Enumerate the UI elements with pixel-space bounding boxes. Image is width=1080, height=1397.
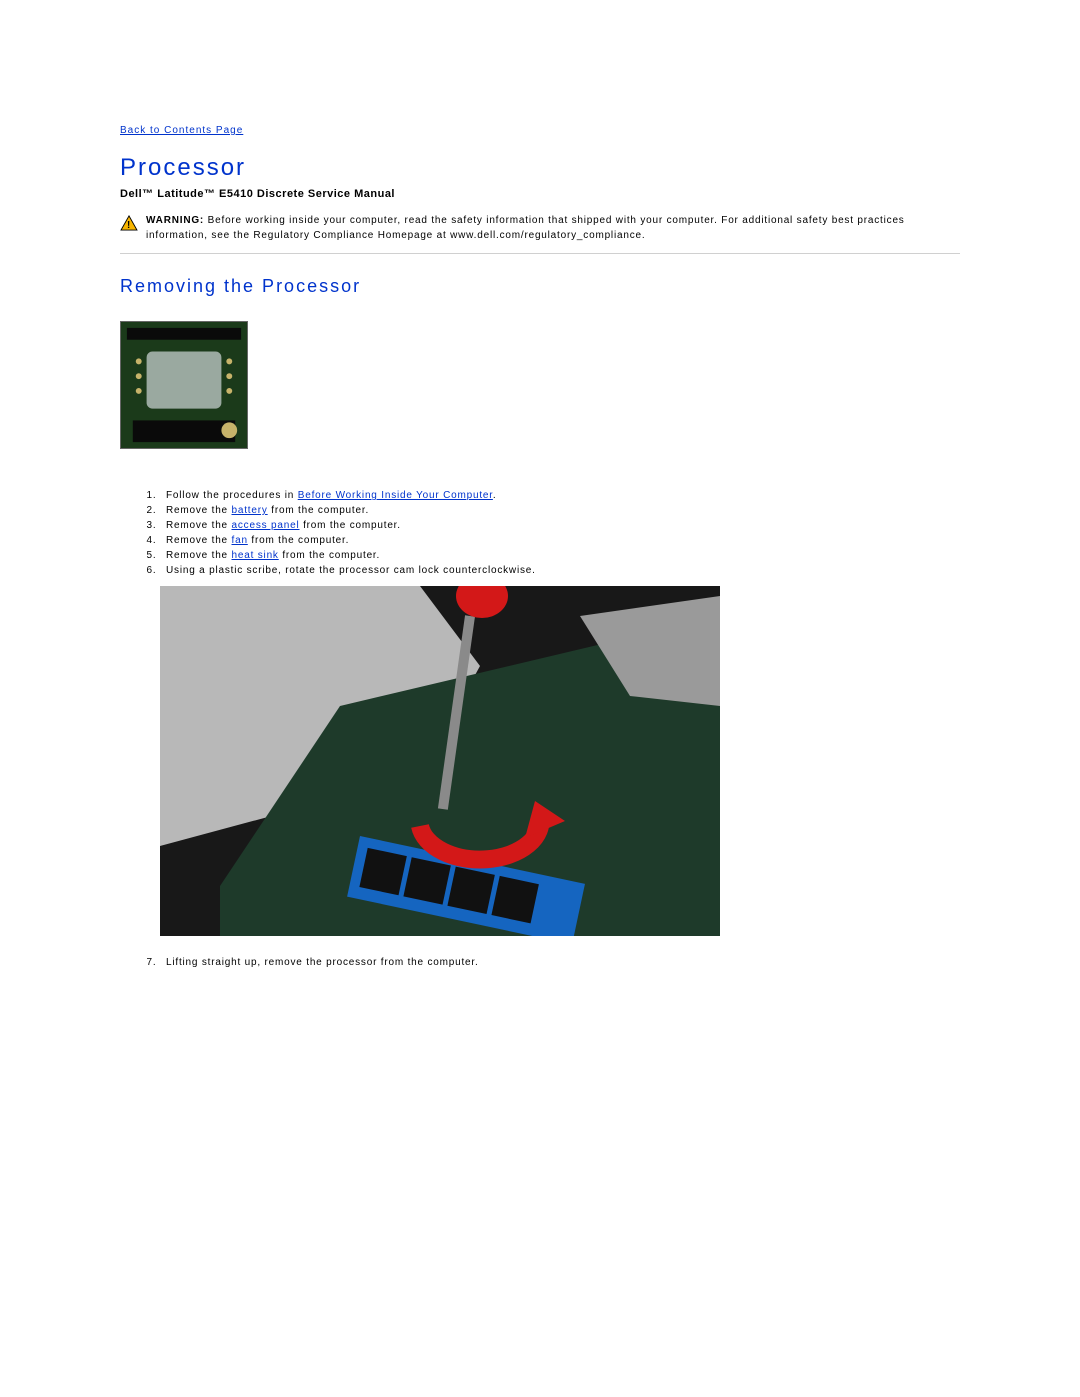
back-to-contents-link[interactable]: Back to Contents Page xyxy=(120,125,243,136)
before-working-link[interactable]: Before Working Inside Your Computer xyxy=(298,490,493,501)
section-title: Removing the Processor xyxy=(120,276,960,297)
warning-text: WARNING: Before working inside your comp… xyxy=(146,214,960,243)
step-3: Remove the access panel from the compute… xyxy=(160,519,960,533)
step-6: Using a plastic scribe, rotate the proce… xyxy=(160,564,960,578)
step-text: Remove the xyxy=(166,520,232,531)
battery-link[interactable]: battery xyxy=(232,505,268,516)
procedure-steps: Follow the procedures in Before Working … xyxy=(160,489,960,578)
step-2: Remove the battery from the computer. xyxy=(160,504,960,518)
step-text: Remove the xyxy=(166,550,232,561)
procedure-steps-cont: Lifting straight up, remove the processo… xyxy=(160,956,960,970)
step-text: . xyxy=(493,490,497,501)
step-text: from the computer. xyxy=(299,520,400,531)
step-5: Remove the heat sink from the computer. xyxy=(160,549,960,563)
manual-subtitle: Dell™ Latitude™ E5410 Discrete Service M… xyxy=(120,188,960,200)
warning-label: WARNING: xyxy=(146,215,204,226)
step-text: Remove the xyxy=(166,505,232,516)
step-text: from the computer. xyxy=(279,550,380,561)
step-1: Follow the procedures in Before Working … xyxy=(160,489,960,503)
heat-sink-link[interactable]: heat sink xyxy=(232,550,279,561)
warning-body: Before working inside your computer, rea… xyxy=(146,215,905,241)
fan-link[interactable]: fan xyxy=(232,535,248,546)
step-text: from the computer. xyxy=(268,505,369,516)
step-4: Remove the fan from the computer. xyxy=(160,534,960,548)
instruction-photo xyxy=(160,586,720,936)
access-panel-link[interactable]: access panel xyxy=(232,520,300,531)
step-text: Remove the xyxy=(166,535,232,546)
warning-block: ! WARNING: Before working inside your co… xyxy=(120,214,960,243)
step-7: Lifting straight up, remove the processo… xyxy=(160,956,960,970)
divider xyxy=(120,253,960,254)
warning-icon: ! xyxy=(120,215,138,231)
page-title: Processor xyxy=(120,154,960,182)
processor-thumbnail xyxy=(120,321,248,449)
step-text: Follow the procedures in xyxy=(166,490,298,501)
svg-text:!: ! xyxy=(127,220,131,231)
step-text: from the computer. xyxy=(248,535,349,546)
